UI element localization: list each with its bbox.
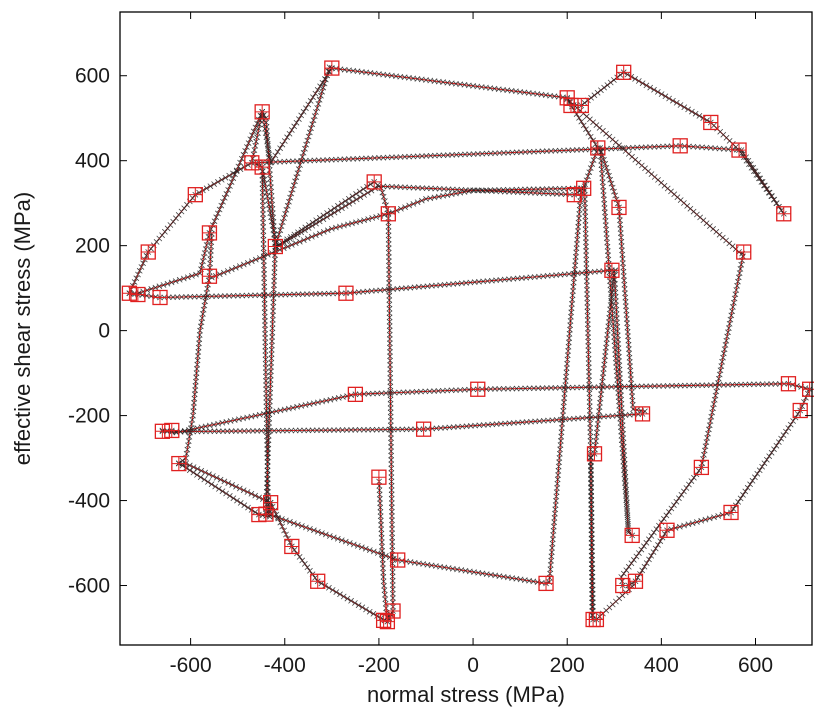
y-tick-label-1: -400 [68, 490, 110, 513]
x-tick-label-3: 0 [467, 654, 479, 677]
x-tick-label-0: -600 [170, 654, 212, 677]
square-marker-26 [375, 612, 392, 629]
square-marker-24 [385, 603, 401, 619]
square-marker-33 [164, 422, 180, 439]
x-tick-label-1: -400 [264, 654, 306, 677]
y-tick-label-4: 200 [75, 235, 110, 258]
square-marker-51 [538, 575, 554, 592]
square-marker-56 [310, 573, 326, 589]
square-marker-54 [251, 506, 267, 523]
y-tick-label-5: 400 [75, 150, 110, 173]
y-axis-label: effective shear stress (MPa) [10, 192, 35, 465]
square-marker-34 [154, 423, 171, 439]
square-marker-13 [573, 97, 589, 114]
x-tick-label-4: 200 [550, 654, 585, 677]
square-marker-28 [576, 180, 592, 196]
square-marker-41 [792, 402, 808, 419]
stress-path-8 [265, 66, 333, 514]
square-marker-38 [634, 406, 651, 422]
cross-markers-9 [208, 185, 580, 281]
cross-markers-7 [263, 183, 595, 619]
square-marker-29 [590, 140, 606, 156]
square-marker-3 [338, 285, 354, 301]
x-tick-label-5: 400 [644, 654, 679, 677]
x-axis-label: normal stress (MPa) [367, 682, 565, 707]
cross-markers-5 [159, 145, 648, 623]
stress-path-6 [178, 463, 394, 622]
square-marker-8 [254, 159, 270, 175]
square-marker-36 [470, 381, 486, 397]
square-marker-58 [371, 469, 387, 485]
stress-path-1 [128, 67, 785, 624]
y-tick-label-3: 0 [98, 320, 110, 343]
square-marker-31 [736, 244, 752, 260]
plot-squares [121, 60, 814, 630]
x-axis-ticks: -600 -400 -200 0 200 400 600 [170, 12, 773, 677]
square-marker-9 [254, 104, 270, 120]
square-marker-44 [627, 573, 644, 589]
square-marker-4 [604, 262, 620, 278]
y-axis-ticks: -600 -400 -200 0 200 400 600 [68, 65, 812, 598]
axes-frame [119, 11, 813, 646]
y-tick-label-0: -600 [68, 575, 110, 598]
square-marker-20 [366, 174, 382, 190]
square-marker-2 [152, 289, 168, 306]
square-marker-5 [140, 244, 156, 260]
square-marker-47 [624, 527, 640, 544]
square-marker-23 [201, 268, 218, 284]
square-marker-6 [187, 187, 203, 203]
square-marker-7 [244, 155, 260, 171]
square-marker-10 [324, 60, 340, 76]
square-marker-43 [659, 522, 675, 538]
square-marker-37 [415, 421, 432, 437]
x-tick-label-2: -200 [358, 654, 400, 677]
square-marker-50 [588, 611, 605, 628]
square-marker-39 [780, 376, 797, 392]
square-marker-14 [616, 64, 632, 80]
square-marker-0 [121, 285, 138, 301]
square-marker-22 [201, 225, 218, 241]
y-tick-label-2: -200 [68, 405, 110, 428]
x-tick-label-6: 600 [738, 654, 773, 677]
square-marker-1 [130, 286, 146, 303]
square-marker-57 [390, 552, 406, 568]
plot-lines [128, 66, 811, 624]
plot-crosses [126, 64, 813, 625]
cross-markers-4 [159, 253, 813, 589]
stress-path-5 [162, 147, 646, 621]
square-marker-32 [171, 455, 187, 472]
square-marker-40 [801, 381, 814, 397]
y-tick-label-6: 600 [75, 65, 110, 88]
square-marker-19 [267, 238, 283, 255]
square-marker-17 [776, 206, 792, 222]
square-marker-18 [672, 138, 688, 154]
square-marker-48 [586, 446, 603, 462]
square-marker-15 [703, 114, 719, 131]
square-marker-42 [723, 504, 739, 521]
square-marker-30 [611, 199, 627, 216]
square-marker-46 [693, 459, 710, 476]
square-marker-45 [615, 577, 631, 594]
square-marker-21 [380, 206, 396, 222]
square-marker-55 [284, 538, 300, 555]
square-marker-16 [731, 142, 747, 158]
square-marker-25 [379, 613, 396, 630]
square-marker-35 [347, 386, 364, 402]
stress-path-3 [177, 167, 272, 518]
